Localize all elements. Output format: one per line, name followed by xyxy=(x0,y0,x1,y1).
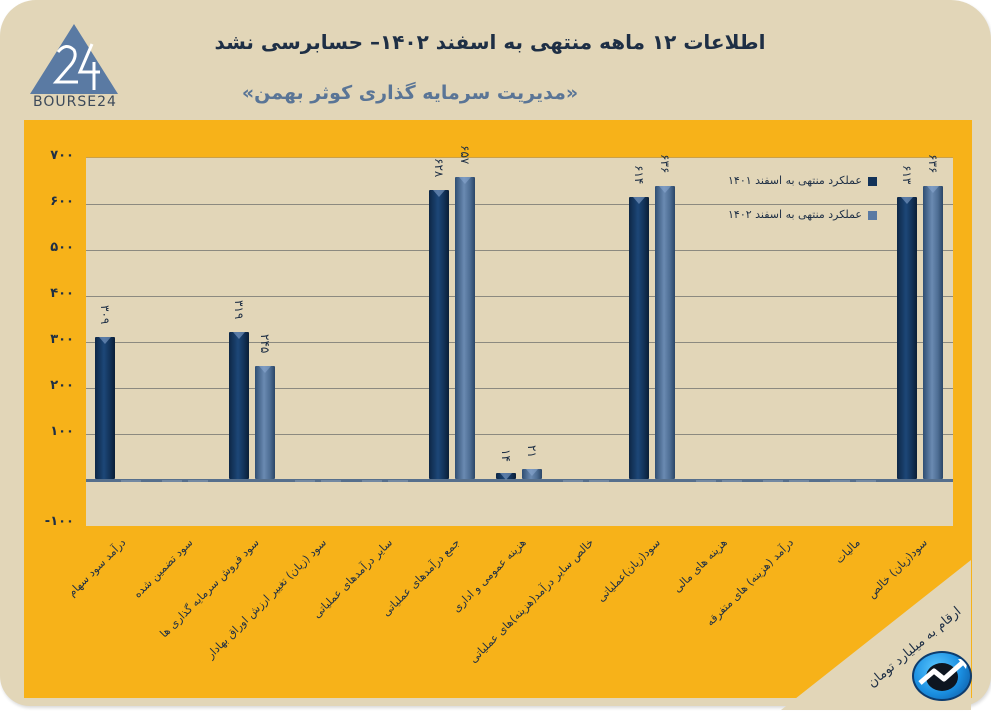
y-tick: ۲۰۰ xyxy=(50,378,74,393)
bar-empty xyxy=(763,480,783,482)
bourse24-logo-icon xyxy=(30,24,118,94)
data-label: ۶۳۶ xyxy=(925,154,940,174)
chart-title: اطلاعات ۱۲ ماهه منتهی به اسفند ۱۴۰۲– حسا… xyxy=(214,30,766,54)
y-tick: ۴۰۰ xyxy=(50,286,74,301)
gridline xyxy=(86,388,953,389)
data-label: ۶۱۴ xyxy=(632,164,647,184)
bar xyxy=(655,186,676,479)
bar xyxy=(896,197,917,479)
bar-empty xyxy=(321,480,342,482)
data-label: ۳۱۹ xyxy=(231,300,246,320)
bar xyxy=(95,336,115,479)
bar-empty xyxy=(829,480,850,482)
bar xyxy=(495,472,516,481)
legend-swatch-icon xyxy=(867,210,877,220)
legend-swatch-icon xyxy=(867,176,877,186)
bar-empty xyxy=(588,480,609,482)
bar xyxy=(521,469,542,479)
bar xyxy=(922,186,943,479)
legend-label: عملکرد منتهی به اسفند ۱۴۰۱ xyxy=(728,174,862,187)
y-tick: -۱۰۰ xyxy=(44,514,74,529)
legend-item-1401: عملکرد منتهی به اسفند ۱۴۰۱ xyxy=(728,174,877,187)
y-tick: ۷۰۰ xyxy=(50,148,74,163)
bar-empty xyxy=(696,480,717,482)
bar-empty xyxy=(789,480,809,482)
gridline xyxy=(86,204,953,205)
bar-empty xyxy=(388,480,409,482)
bar xyxy=(455,176,475,479)
legend-label: عملکرد منتهی به اسفند ۱۴۰۲ xyxy=(728,208,862,221)
bar-empty xyxy=(362,480,383,482)
logo-text: BOURSE24 xyxy=(33,94,117,110)
y-tick: ۶۰۰ xyxy=(50,194,74,209)
data-label: ۶۱۳ xyxy=(899,165,914,185)
gridline xyxy=(86,250,953,251)
bar-empty xyxy=(295,480,316,482)
gridline xyxy=(86,296,953,297)
data-label: ۳۰۹ xyxy=(98,304,112,325)
legend-item-1402: عملکرد منتهی به اسفند ۱۴۰۲ xyxy=(728,208,877,221)
y-tick: ۳۰۰ xyxy=(50,332,74,347)
y-tick: ۱۰۰ xyxy=(50,424,74,439)
data-label: ۶۳۶ xyxy=(658,154,673,174)
bar-empty xyxy=(722,480,743,482)
trend-up-icon xyxy=(912,651,972,701)
bar xyxy=(629,196,650,479)
y-tick: ۵۰۰ xyxy=(50,240,74,255)
data-label: ۱۴ xyxy=(498,448,513,462)
bar-empty xyxy=(161,480,182,482)
bar-empty xyxy=(187,480,208,482)
gridline xyxy=(86,342,953,343)
bar-empty xyxy=(562,480,583,482)
bar xyxy=(429,190,449,479)
data-label: ۲۱ xyxy=(524,445,539,459)
bar-empty xyxy=(121,480,141,482)
chart-subtitle: «مدیریت سرمایه گذاری کوثر بهمن» xyxy=(241,82,579,104)
bar xyxy=(228,332,249,479)
data-label: ۶۵۷ xyxy=(458,144,472,165)
zero-axis-line xyxy=(86,479,953,482)
bar xyxy=(254,366,275,479)
gridline xyxy=(86,434,953,435)
data-label: ۲۴۵ xyxy=(257,334,272,354)
bar-empty xyxy=(855,480,876,482)
data-label: ۶۲۸ xyxy=(432,158,446,178)
